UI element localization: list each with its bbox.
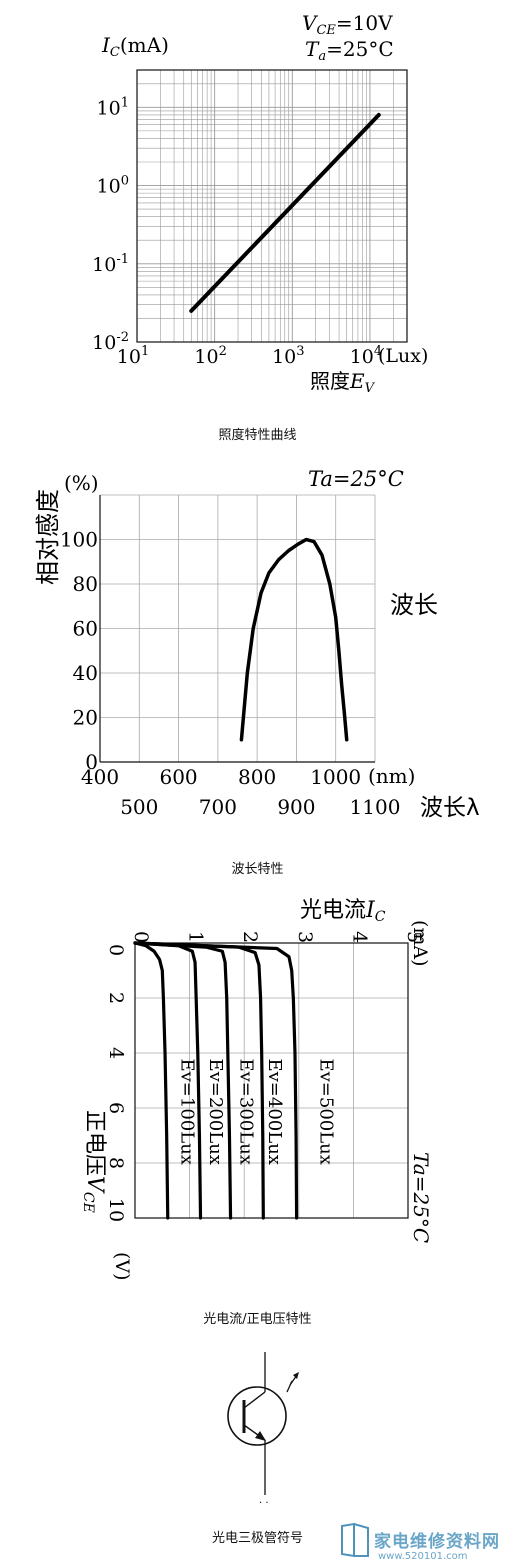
chart2-x-tick-label-top: 400 [81,765,119,789]
chart3-series-label: Ev=400Lux [264,1059,285,1165]
chart3-x-tick-label: 2 [239,931,261,943]
chart3-cond: Ta=25°C [409,1152,433,1243]
chart2-cond: Ta=25°C [308,467,404,491]
chart3-series-label: Ev=500Lux [316,1059,337,1165]
chart1-cond-vce: VCE=10V [302,11,393,38]
chart1-ylabel: IC(mA) [101,33,169,60]
chart2-x-unit: (nm) [368,764,415,788]
chart2-grid [100,494,376,762]
chart1-x-tick-label: 104 [350,344,382,368]
chart1-xlabel: 照度EV [310,369,376,396]
chart2-x-tick-label-top: 800 [238,765,276,789]
symbol-caption: 光电三极管符号 [211,1531,303,1546]
chart3-frame [134,942,409,1219]
chart3-y-tick-label: 4 [105,1047,127,1059]
chart3-x-tick-label: 1 [185,931,207,943]
chart2-y-tick-label: 20 [73,706,98,730]
chart1-y-tick-label: 100 [97,174,129,198]
chart3-y-ticks: 0 2 4 6 8 10 [105,944,127,1222]
chart2-y-ticks: 0 20 40 60 80 100 [60,528,98,775]
chart3-y-tick-label: 10 [105,1198,127,1222]
chart1-x-tick-label: 102 [194,344,226,368]
chart1-frame [136,69,408,343]
chart2-x-tick-label-bottom: 900 [277,795,315,819]
chart3-x-tick-label: 4 [348,931,370,943]
transistor-body [227,1386,287,1446]
chart2-series-line [239,537,349,742]
chart2-x-tick-label-top: 600 [159,765,197,789]
chart3-y-tick-label: 2 [105,992,127,1004]
chart2-x-tick-label-bottom: 700 [199,795,237,819]
chart2-y-tick-label: 100 [60,528,98,552]
chart3-y-unit: (V) [111,1252,133,1281]
light-arrow-icon [286,1374,298,1393]
emitter-dots: . . [259,1495,269,1506]
chart3-series-curve [133,941,170,1220]
chart2-y-unit: (%) [64,471,99,495]
chart1-y-tick-label: 10-2 [92,330,129,354]
watermark-text: 家电维修资料网 [374,1532,500,1552]
chart1-cond-ta: Ta=25°C [305,37,394,64]
chart1-y-ticks: 10-2 10-1 100 101 [92,95,129,354]
chart2-xlabel: 波长λ [420,795,480,821]
illuminance-chart: 101 102 103 104 10-2 10-1 100 101 IC(mA) VCE=1… [92,11,428,396]
chart1-y-tick-label: 10-1 [92,252,129,276]
chart3-series-label: Ev=300Lux [235,1059,256,1165]
chart3-curves [133,941,299,1220]
chart2-caption: 波长特性 [231,862,284,877]
chart2-y-tick-label: 40 [73,661,98,685]
chart3-x-tick-label: 0 [130,931,152,943]
emitter-arrow-icon [255,1431,266,1441]
chart3-grid [135,943,408,1218]
chart1-series-line [189,112,381,313]
chart3-series-curve [133,941,299,1220]
chart3-y-tick-label: 0 [105,944,127,956]
chart2-x-ticks: 400 600 800 1000 500 700 900 1100 [81,765,401,819]
watermark-logo-icon [340,1522,370,1558]
chart1-x-tick-label: 103 [272,344,304,368]
chart3-series-labels: Ev=100Lux Ev=200Lux Ev=300Lux Ev=400Lux Ev=5… [176,1059,336,1165]
chart3-x-ticks: 0 1 2 3 4 5 [130,931,425,943]
chart3-x-tick-label: 3 [294,931,316,943]
light-arrowhead-icon [293,1372,299,1379]
chart3-caption: 光电流/正电压特性 [203,1312,312,1327]
chart2-side-label: 波长 [390,591,438,619]
chart2-x-tick-label-top: 1000 [310,765,361,789]
chart3-series-curve [133,941,233,1220]
chart3-y-tick-label: 6 [105,1102,127,1114]
chart1-caption: 照度特性曲线 [218,428,297,443]
chart3-series-label: Ev=200Lux [205,1059,226,1165]
chart3-xlabel: 光电流IC [300,898,386,925]
chart2-y-tick-label: 80 [73,572,98,596]
collector-line [243,1391,266,1409]
chart2-x-tick-label-bottom: 1100 [350,795,401,819]
chart2-y-tick-label: 60 [73,617,98,641]
watermark-url: www.520101.com [378,1551,468,1562]
chart1-grid [136,69,408,343]
photocurrent-chart: 0 1 2 3 4 5 0 2 4 6 8 10 Ev=100Lux Ev=200Lux Ev=300L… [80,898,433,1281]
chart3-ylabel: 正电压VCE [80,1110,107,1213]
chart3-y-tick-label: 8 [105,1157,127,1169]
chart1-y-tick-label: 101 [97,95,129,119]
chart1-x-tick-label: 101 [117,344,149,368]
chart2-x-tick-label-bottom: 500 [120,795,158,819]
chart1-x-ticks: 101 102 103 104 [117,344,382,368]
chart3-series-label: Ev=100Lux [176,1059,197,1165]
chart2-y-tick-label: 0 [85,750,98,774]
chart1-x-unit: (Lux) [378,345,428,367]
chart3-x-unit: (mA) [409,920,431,967]
chart2-ylabel: 相对感度 [34,489,62,585]
chart3-x-tick-label: 5 [403,931,425,943]
